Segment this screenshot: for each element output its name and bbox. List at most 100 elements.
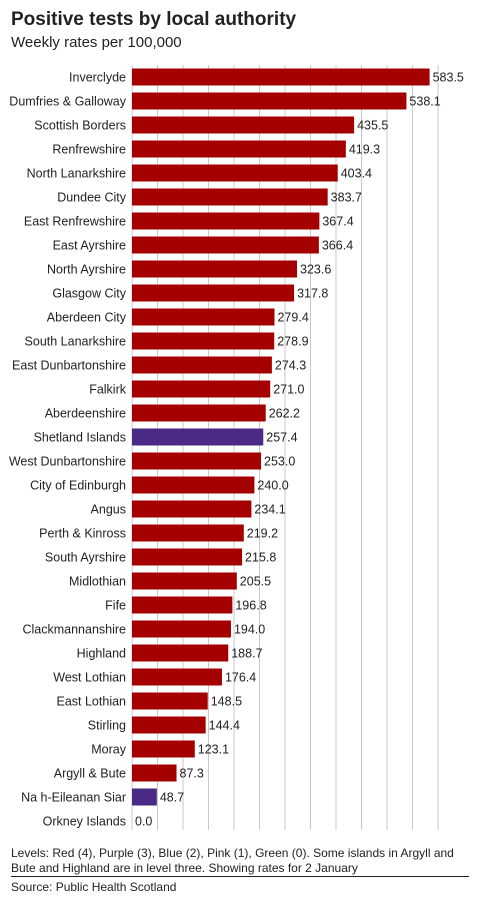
footnote: Levels: Red (4), Purple (3), Blue (2), P… (11, 846, 454, 875)
labels: Inverclyde 583.5 Dumfries & Galloway 538.1 S… (9, 71, 464, 829)
bar (132, 788, 157, 806)
value-label: 257.4 (266, 431, 297, 445)
value-label: 262.2 (269, 407, 300, 421)
value-label: 87.3 (180, 767, 204, 781)
value-label: 234.1 (254, 503, 285, 517)
category-label: Clackmannanshire (22, 623, 126, 637)
bar (132, 188, 328, 206)
category-label: East Lothian (57, 695, 127, 709)
category-label: Falkirk (89, 383, 127, 397)
bar (132, 452, 262, 470)
category-label: South Ayrshire (45, 551, 126, 565)
bar (132, 212, 320, 230)
bar (132, 404, 266, 422)
value-label: 317.8 (297, 287, 328, 301)
category-label: Inverclyde (69, 71, 126, 85)
value-label: 194.0 (234, 623, 265, 637)
value-label: 419.3 (349, 143, 380, 157)
value-label: 435.5 (357, 119, 388, 133)
category-label: North Ayrshire (47, 263, 126, 277)
value-label: 274.3 (275, 359, 306, 373)
category-label: Dundee City (57, 191, 127, 205)
value-label: 583.5 (433, 71, 464, 85)
bar (132, 716, 206, 734)
value-label: 196.8 (235, 599, 266, 613)
bar (132, 308, 275, 326)
category-label: Glasgow City (52, 287, 126, 301)
bar-chart: Inverclyde 583.5 Dumfries & Galloway 538.1 S… (9, 65, 464, 830)
category-label: Angus (91, 503, 126, 517)
bar (132, 380, 271, 398)
bar (132, 68, 430, 86)
bar (132, 164, 338, 182)
value-label: 367.4 (322, 215, 353, 229)
value-label: 323.6 (300, 263, 331, 277)
category-label: Aberdeen City (47, 311, 127, 325)
value-label: 279.4 (277, 311, 308, 325)
bar (132, 572, 237, 590)
value-label: 383.7 (331, 191, 362, 205)
category-label: South Lanarkshire (25, 335, 127, 349)
value-label: 366.4 (322, 239, 353, 253)
bar (132, 356, 272, 374)
bar (132, 692, 208, 710)
chart-subtitle: Weekly rates per 100,000 (11, 34, 182, 51)
value-label: 148.5 (211, 695, 242, 709)
value-label: 253.0 (264, 455, 295, 469)
category-label: Argyll & Bute (54, 767, 126, 781)
bar (132, 116, 355, 134)
bar (132, 92, 407, 110)
category-label: Moray (91, 743, 126, 757)
category-label: Orkney Islands (43, 815, 126, 829)
value-label: 48.7 (160, 791, 184, 805)
value-label: 123.1 (198, 743, 229, 757)
category-label: Na h-Eileanan Siar (21, 791, 126, 805)
bar (132, 428, 264, 446)
category-label: East Dunbartonshire (12, 359, 126, 373)
category-label: Highland (77, 647, 126, 661)
category-label: City of Edinburgh (30, 479, 126, 493)
value-label: 144.4 (209, 719, 240, 733)
bar (132, 644, 229, 662)
category-label: Perth & Kinross (39, 527, 126, 541)
value-label: 538.1 (409, 95, 440, 109)
category-label: East Renfrewshire (24, 215, 126, 229)
chart-title: Positive tests by local authority (11, 9, 297, 30)
value-label: 188.7 (231, 647, 262, 661)
bar (132, 332, 275, 350)
bars (132, 68, 430, 806)
source-note: Source: Public Health Scotland (11, 880, 177, 894)
bar (132, 260, 298, 278)
category-label: West Lothian (53, 671, 126, 685)
bar (132, 548, 243, 566)
value-label: 219.2 (247, 527, 278, 541)
value-label: 403.4 (341, 167, 372, 181)
bar (132, 236, 319, 254)
value-label: 176.4 (225, 671, 256, 685)
value-label: 0.0 (135, 815, 152, 829)
value-label: 205.5 (240, 575, 271, 589)
category-label: Aberdeenshire (45, 407, 126, 421)
bar (132, 620, 231, 638)
value-label: 240.0 (257, 479, 288, 493)
bar (132, 740, 195, 758)
category-label: North Lanarkshire (27, 167, 126, 181)
value-label: 215.8 (245, 551, 276, 565)
category-label: Shetland Islands (34, 431, 126, 445)
bar (132, 500, 252, 518)
category-label: Midlothian (69, 575, 126, 589)
bar (132, 764, 177, 782)
bar (132, 140, 346, 158)
category-label: West Dunbartonshire (9, 455, 126, 469)
bar (132, 668, 222, 686)
bar (132, 284, 295, 302)
category-label: Scottish Borders (34, 119, 126, 133)
category-label: Fife (105, 599, 126, 613)
value-label: 271.0 (273, 383, 304, 397)
category-label: Dumfries & Galloway (9, 95, 126, 109)
bar (132, 524, 244, 542)
divider (11, 876, 469, 877)
bar (132, 596, 233, 614)
category-label: East Ayrshire (53, 239, 126, 253)
category-label: Renfrewshire (52, 143, 126, 157)
